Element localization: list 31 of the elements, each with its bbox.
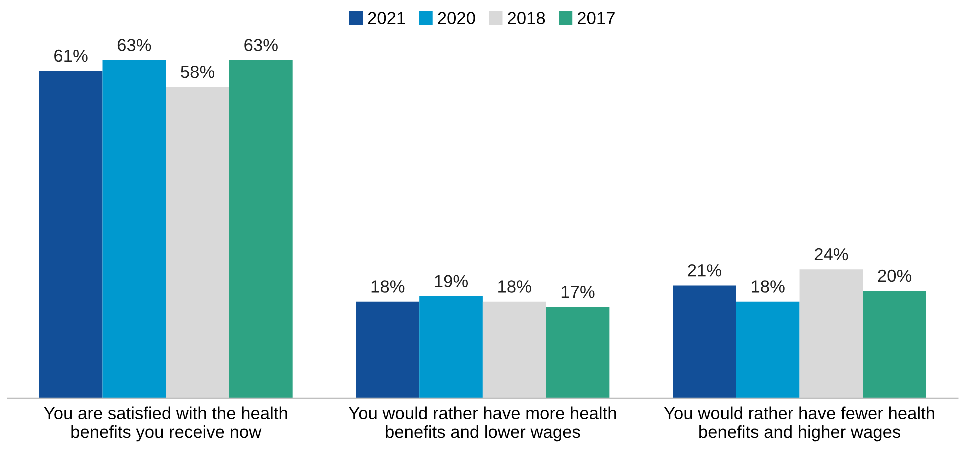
data-label: 63%: [118, 39, 152, 52]
data-label: 63%: [244, 39, 278, 52]
data-label: 17%: [562, 286, 595, 298]
data-label: 24%: [814, 248, 848, 261]
data-label: 18%: [372, 280, 405, 293]
bar: [673, 286, 736, 398]
data-label: 58%: [181, 66, 215, 78]
bar: [482, 302, 546, 398]
data-label: 18%: [752, 280, 785, 293]
bar: [800, 270, 864, 398]
data-label: 19%: [435, 275, 468, 288]
legend-label: 2020: [438, 12, 476, 24]
x-tick-label: You would rather have fewer health benefits and higher wages: [664, 406, 934, 442]
data-label: 18%: [498, 280, 532, 293]
data-label: 20%: [878, 270, 912, 282]
bar: [356, 302, 420, 398]
bar: [39, 71, 103, 398]
bar: [736, 302, 800, 398]
bar: [546, 307, 610, 398]
legend-label: 2017: [578, 12, 615, 24]
bar: [229, 60, 293, 398]
data-label: 21%: [688, 264, 722, 277]
bar: [420, 296, 483, 398]
bar: [102, 60, 166, 398]
legend-label: 2018: [508, 12, 546, 24]
x-tick-label: You would rather have more health benefits and lower wages: [349, 406, 616, 442]
bar: [863, 291, 926, 398]
data-label: 61%: [54, 50, 88, 62]
legend-label: 2021: [368, 12, 406, 24]
bar: [166, 87, 230, 398]
x-tick-label: You are satisfied with the health benefits you receive now: [44, 406, 288, 442]
